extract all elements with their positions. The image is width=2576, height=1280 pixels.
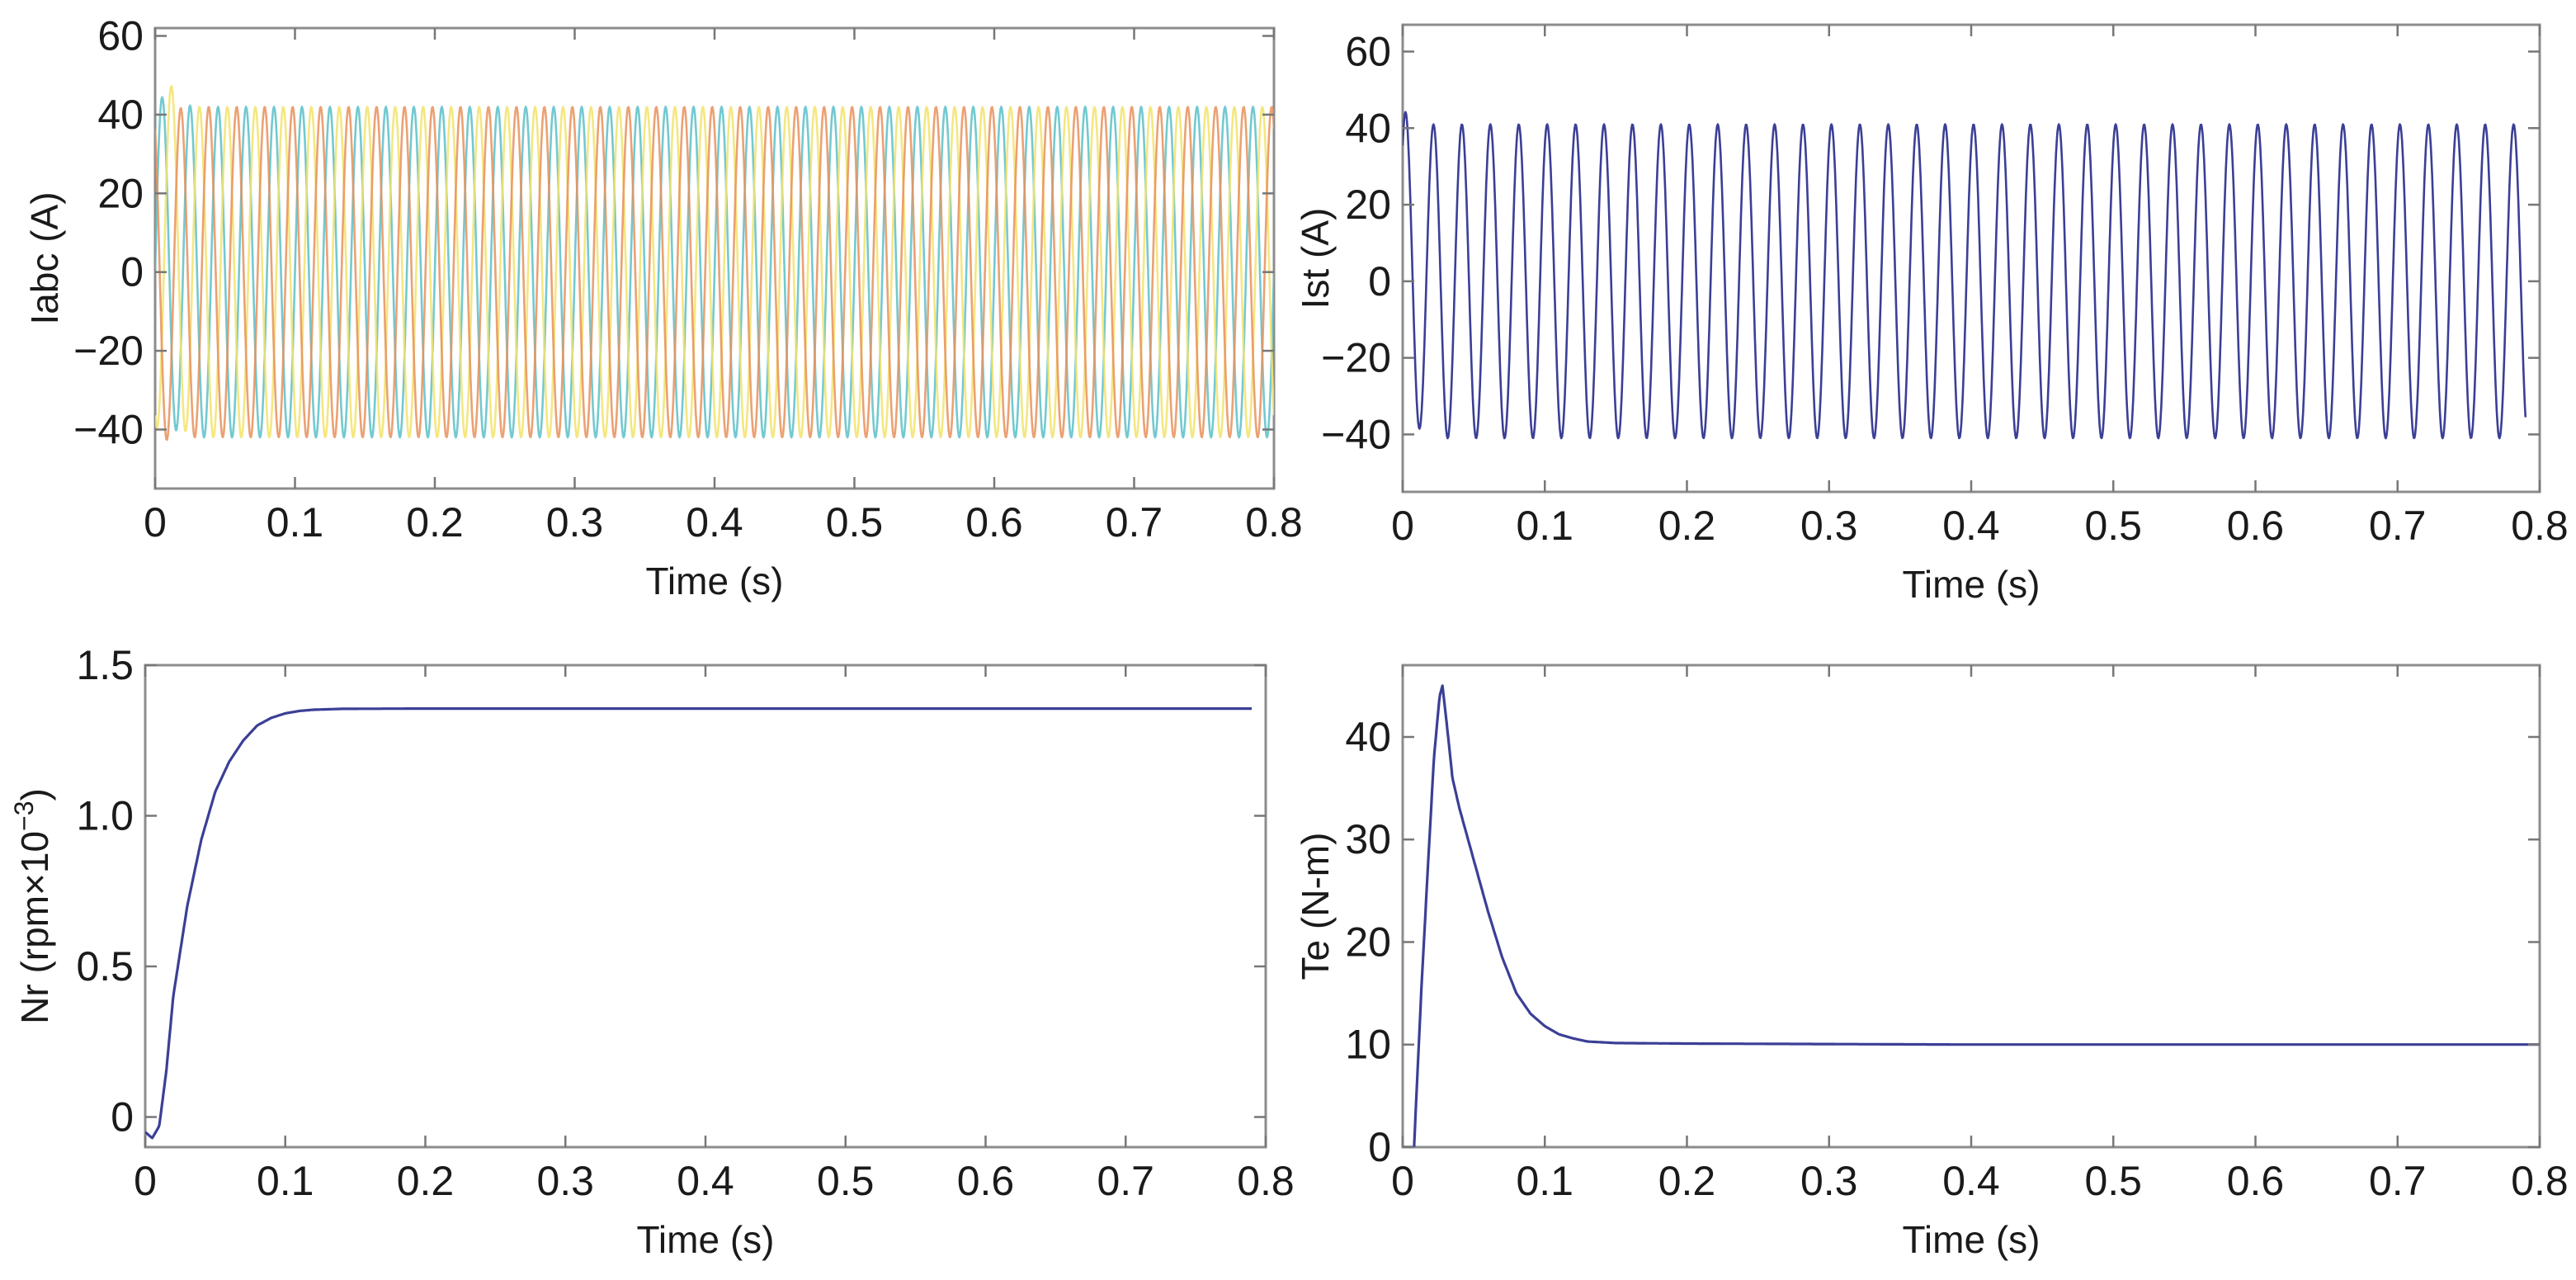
x-axis-label: Time (s) — [1903, 1218, 2041, 1261]
y-tick-label: 1.0 — [76, 793, 134, 839]
y-axis-label: Ist (A) — [1294, 208, 1337, 309]
y-tick-label: −40 — [73, 406, 144, 452]
series-line-ia — [155, 96, 1274, 439]
series-group — [1403, 684, 2540, 1147]
x-tick-label: 0.7 — [2369, 503, 2427, 549]
x-tick-label: 0.6 — [957, 1158, 1015, 1204]
x-tick-label: 0.4 — [1942, 1158, 2000, 1204]
y-tick-label: 40 — [97, 92, 144, 138]
series-line-ib — [155, 85, 1274, 438]
series-line-ist — [1403, 111, 2527, 440]
x-tick-label: 0.2 — [1658, 503, 1716, 549]
x-tick-label: 0.2 — [1658, 1158, 1716, 1204]
x-axis-label: Time (s) — [637, 1218, 775, 1261]
y-axis-label-suffix: ) — [13, 788, 56, 801]
x-tick-label: 0.6 — [2227, 503, 2285, 549]
y-axis-label-main: Te (N-m) — [1294, 833, 1337, 980]
y-tick-label: 60 — [1345, 28, 1391, 74]
y-tick-label: −20 — [1321, 335, 1391, 381]
x-tick-label: 0 — [144, 499, 167, 546]
x-tick-label: 0.3 — [1800, 1158, 1858, 1204]
x-tick-label: 0.6 — [965, 499, 1023, 546]
x-tick-label: 0.5 — [2084, 1158, 2142, 1204]
y-tick-label: 20 — [97, 170, 144, 216]
x-tick-label: 0.6 — [2227, 1158, 2285, 1204]
x-tick-label: 0.3 — [536, 1158, 594, 1204]
x-tick-label: 0 — [1391, 1158, 1414, 1204]
y-tick-label: 20 — [1345, 919, 1391, 965]
y-tick-label: 40 — [1345, 105, 1391, 151]
y-tick-label: 60 — [97, 13, 144, 59]
x-tick-label: 0 — [1391, 503, 1414, 549]
panel-iabc: 0 0.1 0.2 0.3 0.4 0.5 0.6 0.7 0.8 −40 −20 0 20 40 60 Ti… — [23, 13, 1303, 602]
x-tick-label: 0.5 — [2084, 503, 2142, 549]
x-tick-label: 0.1 — [257, 1158, 314, 1204]
x-tick-label: 0.3 — [1800, 503, 1858, 549]
series-line-ic — [155, 106, 1274, 442]
x-tick-label: 0.8 — [1237, 1158, 1295, 1204]
x-tick-label: 0.5 — [817, 1158, 875, 1204]
y-tick-label: 10 — [1345, 1022, 1391, 1068]
y-tick-label: 0 — [1368, 258, 1391, 305]
x-tick-label: 0.7 — [1097, 1158, 1154, 1204]
x-tick-label: 0.4 — [677, 1158, 734, 1204]
y-axis-label: Nr (rpm×10−3) — [9, 788, 56, 1024]
x-tick-label: 0.7 — [2369, 1158, 2427, 1204]
series-group — [145, 707, 1253, 1140]
series-line-te — [1403, 684, 2540, 1147]
panel-ist: 0 0.1 0.2 0.3 0.4 0.5 0.6 0.7 0.8 −40 −20 0 20 40 60 Ti… — [1294, 23, 2569, 606]
x-tick-label: 0.1 — [1516, 503, 1573, 549]
y-axis-label-main: Ist (A) — [1294, 208, 1337, 309]
y-axis-label: Te (N-m) — [1294, 833, 1337, 980]
x-tick-label: 0.4 — [686, 499, 743, 546]
y-tick-label: 40 — [1345, 714, 1391, 760]
x-tick-label: 0.8 — [2511, 1158, 2569, 1204]
y-tick-label: 0 — [120, 249, 144, 295]
x-tick-label: 0.2 — [406, 499, 464, 546]
y-tick-label: 1.5 — [76, 642, 134, 688]
x-tick-label: 0.8 — [2511, 503, 2569, 549]
x-tick-label: 0.1 — [267, 499, 324, 546]
y-tick-label: 20 — [1345, 182, 1391, 228]
x-tick-label: 0.1 — [1516, 1158, 1573, 1204]
y-tick-label: −20 — [73, 328, 144, 374]
x-tick-label: 0 — [134, 1158, 157, 1204]
series-group — [155, 85, 1274, 442]
plot-area — [1401, 23, 2541, 494]
x-tick-label: 0.3 — [546, 499, 604, 546]
y-tick-label: 30 — [1345, 816, 1391, 862]
series-line-nr — [145, 707, 1253, 1140]
x-tick-label: 0.7 — [1106, 499, 1163, 546]
y-axis-label-main: Iabc (A) — [23, 191, 66, 324]
panel-te: 0 0.1 0.2 0.3 0.4 0.5 0.6 0.7 0.8 0 10 20 30 40 Time (… — [1294, 664, 2569, 1261]
y-axis-label-main: Nr (rpm×10 — [13, 831, 56, 1024]
x-axis-label: Time (s) — [1903, 563, 2041, 606]
x-tick-label: 0.8 — [1245, 499, 1303, 546]
x-tick-label: 0.5 — [826, 499, 884, 546]
y-axis-label: Iabc (A) — [23, 191, 66, 324]
y-tick-label: 0 — [111, 1094, 134, 1141]
plot-area — [1401, 664, 2541, 1149]
y-tick-label: −40 — [1321, 411, 1391, 457]
panel-nr: 0 0.1 0.2 0.3 0.4 0.5 0.6 0.7 0.8 0 0.5 1.0 1.5 Time … — [9, 642, 1295, 1261]
y-tick-label: 0.5 — [76, 943, 134, 990]
y-axis-label-exponent: −3 — [9, 801, 39, 830]
y-tick-label: 0 — [1368, 1124, 1391, 1170]
plot-area — [144, 664, 1267, 1149]
series-group — [1403, 111, 2527, 440]
x-tick-label: 0.2 — [397, 1158, 455, 1204]
x-tick-label: 0.4 — [1942, 503, 2000, 549]
x-axis-label: Time (s) — [646, 560, 784, 602]
